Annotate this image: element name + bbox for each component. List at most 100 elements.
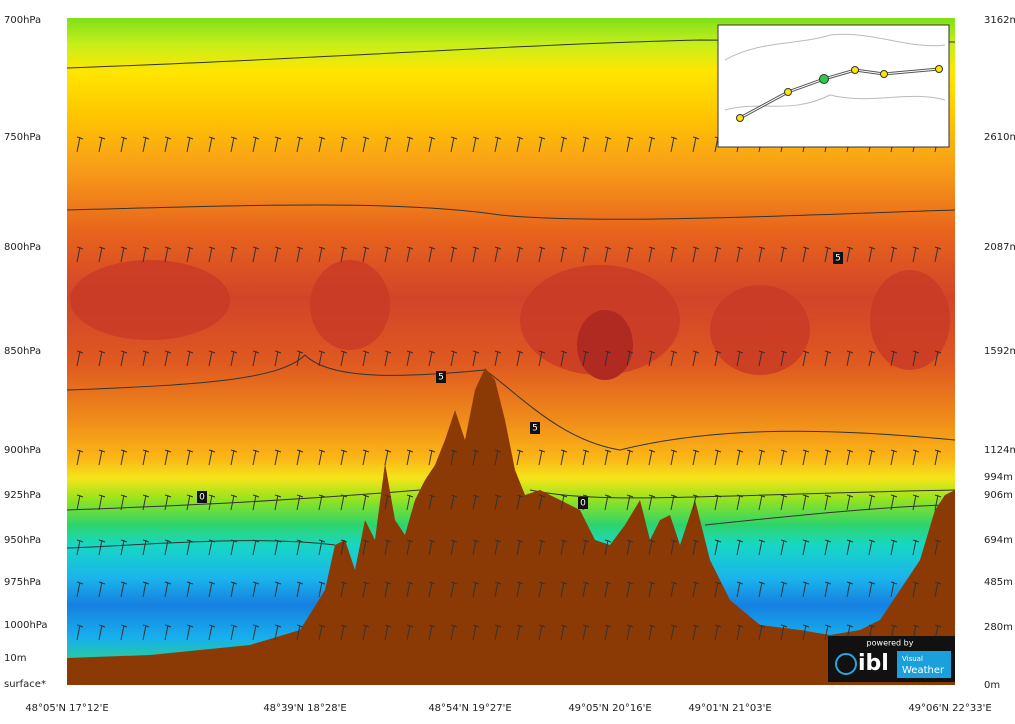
wind-barb bbox=[340, 449, 348, 466]
wind-barb bbox=[142, 494, 150, 511]
wind-barb bbox=[868, 539, 876, 556]
wind-barb bbox=[824, 246, 832, 263]
wind-barb bbox=[714, 624, 722, 641]
wind-barb bbox=[98, 350, 106, 367]
wind-barb bbox=[604, 246, 612, 263]
wind-barb bbox=[450, 246, 458, 263]
bottom-axis-label: 48°54'N 19°27'E bbox=[428, 703, 511, 714]
wind-barb bbox=[362, 539, 370, 556]
wind-barb bbox=[670, 246, 678, 263]
wind-barb bbox=[670, 581, 678, 598]
wind-barb bbox=[208, 539, 216, 556]
right-axis-label: 1592m bbox=[984, 346, 1015, 357]
wind-barb bbox=[142, 449, 150, 466]
wind-barb bbox=[758, 494, 766, 511]
wind-barb bbox=[912, 246, 920, 263]
wind-barb bbox=[648, 246, 656, 263]
right-axis-label: 485m bbox=[984, 577, 1013, 588]
wind-barb bbox=[626, 246, 634, 263]
wind-barb bbox=[890, 350, 898, 367]
wind-barb bbox=[582, 350, 590, 367]
wind-barb bbox=[846, 350, 854, 367]
wind-barb bbox=[252, 136, 260, 153]
wind-barb bbox=[802, 539, 810, 556]
wind-barb bbox=[142, 246, 150, 263]
wind-barb bbox=[406, 494, 414, 511]
wind-barb bbox=[472, 539, 480, 556]
wind-barb bbox=[252, 539, 260, 556]
wind-barb bbox=[362, 449, 370, 466]
wind-barb bbox=[736, 539, 744, 556]
wind-barb bbox=[472, 246, 480, 263]
wind-barb bbox=[890, 494, 898, 511]
bottom-axis-label: 48°05'N 17°12'E bbox=[25, 703, 108, 714]
wind-barb bbox=[604, 581, 612, 598]
contour-label-box bbox=[833, 252, 843, 264]
wind-barb bbox=[626, 449, 634, 466]
wind-barb bbox=[428, 350, 436, 367]
wind-barb bbox=[142, 350, 150, 367]
wind-barb bbox=[384, 246, 392, 263]
wind-barb bbox=[384, 136, 392, 153]
wind-barb bbox=[230, 350, 238, 367]
left-axis-label: 900hPa bbox=[4, 445, 41, 456]
left-axis-label: 700hPa bbox=[4, 15, 41, 26]
wind-barb bbox=[296, 246, 304, 263]
wind-barb bbox=[538, 494, 546, 511]
wind-barb bbox=[208, 449, 216, 466]
wind-barb bbox=[868, 494, 876, 511]
left-axis-label: 1000hPa bbox=[4, 620, 48, 631]
terrain bbox=[67, 368, 955, 685]
wind-barb bbox=[208, 624, 216, 641]
wind-barb bbox=[164, 581, 172, 598]
wind-barb bbox=[780, 350, 788, 367]
wind-barb bbox=[186, 624, 194, 641]
wind-barb bbox=[120, 136, 128, 153]
wind-barb bbox=[494, 350, 502, 367]
right-axis-label: 280m bbox=[984, 622, 1013, 633]
wind-barb bbox=[560, 350, 568, 367]
wind-barb bbox=[340, 539, 348, 556]
wind-barb bbox=[428, 136, 436, 153]
wind-barb bbox=[802, 624, 810, 641]
wind-barb bbox=[340, 581, 348, 598]
wind-barb bbox=[516, 350, 524, 367]
wind-barb bbox=[802, 350, 810, 367]
contour-label: 5 bbox=[532, 424, 538, 434]
wind-barb bbox=[802, 246, 810, 263]
wind-barb bbox=[362, 624, 370, 641]
wind-barb bbox=[890, 539, 898, 556]
wind-barb bbox=[868, 350, 876, 367]
bottom-axis-label: 49°06'N 22°33'E bbox=[908, 703, 991, 714]
wind-barb bbox=[846, 494, 854, 511]
wind-barb bbox=[538, 539, 546, 556]
wind-barb bbox=[450, 494, 458, 511]
wind-barb bbox=[604, 494, 612, 511]
wind-barb bbox=[714, 350, 722, 367]
contour-label: 0 bbox=[580, 499, 586, 509]
wind-barb bbox=[692, 539, 700, 556]
wind-barb bbox=[318, 136, 326, 153]
wind-barb bbox=[450, 539, 458, 556]
wind-barb bbox=[76, 246, 84, 263]
wind-barb bbox=[626, 581, 634, 598]
wind-barb bbox=[714, 539, 722, 556]
wind-barb bbox=[406, 350, 414, 367]
wind-barb bbox=[252, 449, 260, 466]
wind-barb bbox=[274, 136, 282, 153]
wind-barb bbox=[340, 246, 348, 263]
wind-barb bbox=[538, 136, 546, 153]
wind-barb bbox=[648, 494, 656, 511]
wind-barb bbox=[230, 539, 238, 556]
wind-barb bbox=[296, 624, 304, 641]
wind-barb bbox=[846, 246, 854, 263]
wind-barb bbox=[912, 539, 920, 556]
wind-barb bbox=[98, 449, 106, 466]
wind-barb bbox=[648, 539, 656, 556]
wind-barb bbox=[560, 494, 568, 511]
wind-barb bbox=[780, 494, 788, 511]
wind-barb bbox=[582, 246, 590, 263]
wind-barb bbox=[406, 246, 414, 263]
wind-barb bbox=[736, 581, 744, 598]
wind-barb bbox=[362, 136, 370, 153]
